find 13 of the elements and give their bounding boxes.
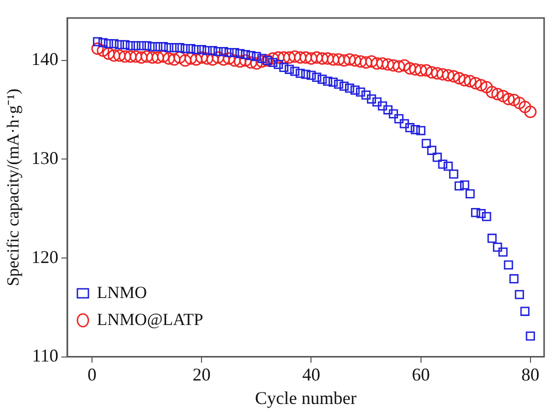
x-axis-title: Cycle number — [255, 388, 356, 408]
x-tick-label: 20 — [192, 364, 211, 384]
legend-label: LNMO@LATP — [96, 310, 204, 329]
y-tick-label: 140 — [31, 49, 58, 70]
y-tick-label: 120 — [31, 246, 58, 267]
y-axis-title: Specific capacity/(mA·h·g⁻¹) — [4, 88, 23, 286]
x-tick-label: 0 — [88, 364, 97, 384]
x-tick-label: 80 — [521, 364, 540, 384]
y-tick-label: 130 — [31, 148, 58, 168]
y-tick-label: 110 — [32, 346, 58, 366]
legend-label: LNMO — [96, 282, 147, 302]
x-tick-label: 40 — [302, 364, 320, 384]
x-tick-label: 60 — [412, 364, 430, 384]
